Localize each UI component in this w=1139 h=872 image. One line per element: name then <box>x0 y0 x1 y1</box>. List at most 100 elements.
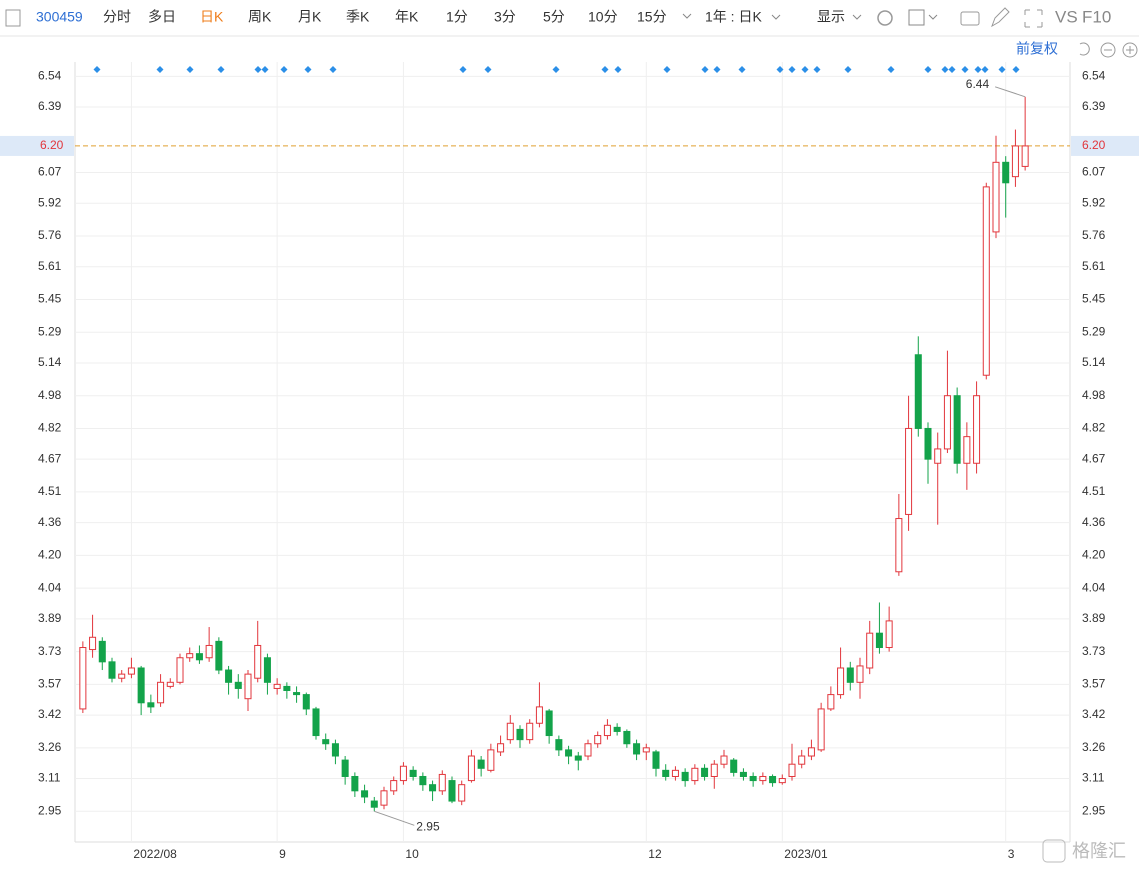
candle-body <box>283 685 291 692</box>
event-marker <box>186 66 194 73</box>
tab[interactable]: 季K <box>346 9 370 25</box>
candle-body <box>467 755 475 782</box>
settings-icon[interactable] <box>877 10 893 26</box>
tab[interactable]: 15分 <box>637 9 667 25</box>
camera-icon[interactable] <box>960 11 980 26</box>
candle-body <box>535 706 543 724</box>
y2-tick-label: 5.14 <box>1082 355 1106 369</box>
event-marker <box>776 66 784 73</box>
tabs: 分时 多日 日K 周K 月K 季K 年K 1分 3分 5分 10分 15分 <box>103 9 667 25</box>
event-marker <box>254 66 262 73</box>
y2-tick-label: 5.61 <box>1082 259 1106 273</box>
y2-tick-label: 4.04 <box>1082 580 1106 594</box>
adjust-button[interactable]: 前复权 <box>1016 41 1058 57</box>
tab[interactable]: 多日 <box>148 9 176 25</box>
candle-body <box>633 743 641 755</box>
y2-tick-label: 4.98 <box>1082 388 1106 402</box>
undo-icon[interactable] <box>1079 42 1090 56</box>
candle-body <box>759 775 767 782</box>
candle-body <box>380 790 388 806</box>
tab[interactable]: 年K <box>395 9 419 25</box>
period-select[interactable]: 1年 : 日K <box>705 9 762 25</box>
candle-body <box>730 759 738 773</box>
event-marker <box>948 66 956 73</box>
event-marker <box>713 66 721 73</box>
y-tick-label: 3.73 <box>38 644 62 658</box>
y2-tick-label: 3.89 <box>1082 611 1106 625</box>
candle-body <box>662 769 670 777</box>
candle-body <box>778 778 786 784</box>
current-price-label: 6.20 <box>1082 138 1106 152</box>
zoom-in-icon <box>1126 46 1134 54</box>
candle-body <box>973 395 981 464</box>
tab[interactable]: 月K <box>298 9 322 25</box>
event-marker <box>813 66 821 73</box>
display-button[interactable]: 显示 <box>817 9 845 25</box>
x-tick-label: 2023/01 <box>784 847 828 861</box>
stock-code: 300459 <box>36 9 83 25</box>
f10-button[interactable]: F10 <box>1082 7 1111 26</box>
event-marker <box>552 66 560 73</box>
candle-body <box>642 747 650 753</box>
y-tick-label: 3.26 <box>38 740 62 754</box>
candle-body <box>448 780 456 802</box>
zoom-in-icon[interactable] <box>1122 42 1138 58</box>
y2-tick-label: 5.92 <box>1082 195 1106 209</box>
candle-body <box>701 767 709 777</box>
square-icon[interactable] <box>908 9 925 26</box>
candle-body <box>875 632 883 649</box>
tab[interactable]: 5分 <box>543 9 565 25</box>
y-tick-label: 6.54 <box>38 69 62 83</box>
current-price-box <box>0 135 74 156</box>
y2-tick-label: 3.57 <box>1082 677 1106 691</box>
tab[interactable]: 3分 <box>494 9 516 25</box>
y-tick-label: 4.20 <box>38 548 62 562</box>
y-tick-label: 6.07 <box>38 165 62 179</box>
candle-body <box>953 395 961 464</box>
min-leader <box>374 810 415 826</box>
tab[interactable]: 分时 <box>103 9 131 25</box>
chevron[interactable] <box>852 14 862 20</box>
event-marker <box>601 66 609 73</box>
candle-body <box>108 661 116 679</box>
tab[interactable]: 日K <box>200 9 224 25</box>
candle-body <box>623 730 631 745</box>
candle-body <box>506 722 514 741</box>
candle-body <box>263 657 271 683</box>
y-tick-label: 5.61 <box>38 259 62 273</box>
y-tick-label: 3.42 <box>38 707 62 721</box>
chevron[interactable] <box>928 14 938 20</box>
zoom-out-icon[interactable] <box>1100 42 1116 58</box>
candle-body <box>885 620 893 649</box>
candle-body <box>234 681 242 689</box>
candle-body <box>497 743 505 753</box>
candle-body <box>89 636 97 651</box>
max-label: 6.44 <box>966 77 990 91</box>
candle-body <box>652 751 660 769</box>
vs-button[interactable]: VS <box>1055 7 1078 26</box>
x-tick-label: 12 <box>648 847 662 861</box>
candle-body <box>856 665 864 683</box>
fullscreen-icon[interactable] <box>1024 9 1043 28</box>
chevron[interactable] <box>682 13 692 19</box>
candle-body <box>982 186 990 376</box>
pen-icon[interactable] <box>991 7 1010 28</box>
candle-body <box>584 743 592 757</box>
tab[interactable]: 10分 <box>588 9 618 25</box>
event-marker <box>156 66 164 73</box>
checkbox-icon[interactable] <box>5 9 21 27</box>
candle-body <box>341 759 349 777</box>
event-marker <box>701 66 709 73</box>
candle-body <box>477 759 485 769</box>
current-price-box <box>1071 135 1139 156</box>
event-marker <box>844 66 852 73</box>
candle-body <box>331 743 339 757</box>
tab[interactable]: 周K <box>248 9 272 25</box>
y2-tick-label: 4.20 <box>1082 548 1106 562</box>
tab[interactable]: 1分 <box>446 9 468 25</box>
y-tick-label: 2.95 <box>38 803 62 817</box>
watermark-logo <box>1042 839 1066 863</box>
event-marker <box>329 66 337 73</box>
candle-body <box>565 749 573 757</box>
chevron[interactable] <box>771 14 781 20</box>
